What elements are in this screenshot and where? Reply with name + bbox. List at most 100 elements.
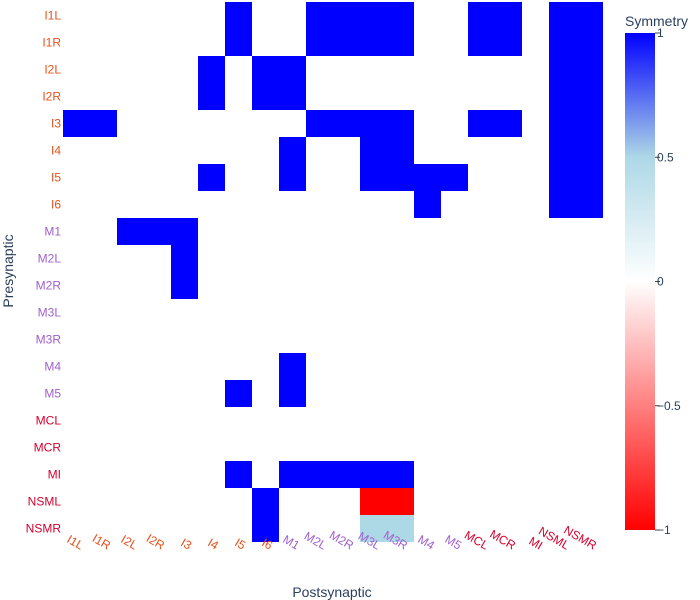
heatmap-cell (360, 515, 387, 542)
heatmap-cell (279, 83, 306, 110)
heatmap-cell (495, 110, 522, 137)
heatmap-cell (549, 29, 576, 56)
heatmap-cell (225, 2, 252, 29)
x-tick-label: MCR (487, 527, 518, 553)
y-tick-label: M3R (36, 333, 62, 347)
y-tick-label: I5 (51, 171, 61, 185)
heatmap-cell (63, 110, 90, 137)
y-axis-title: Presynaptic (0, 234, 16, 307)
colorbar-tick-label: 1 (657, 26, 664, 40)
colorbar-ticks: 1 0.5 0 −0.5 −1 (655, 26, 681, 537)
heatmap-cell (306, 29, 333, 56)
colorbar: Symmetry 1 0.5 0 −0.5 −1 (625, 13, 688, 537)
heatmap-cell (468, 29, 495, 56)
x-tick-label: I2L (119, 532, 141, 553)
heatmap-cell (360, 29, 387, 56)
x-tick-label: M2L (302, 529, 329, 553)
x-tick-label: I1L (65, 532, 87, 553)
heatmap-cell (360, 110, 387, 137)
y-tick-label: M2L (38, 252, 62, 266)
heatmap-cell (279, 137, 306, 164)
heatmap-cell (144, 218, 171, 245)
heatmap-cell (387, 137, 414, 164)
heatmap-cell (549, 83, 576, 110)
colorbar-tick-label: −0.5 (657, 399, 681, 413)
heatmap-cell (171, 245, 198, 272)
heatmap-cell (306, 461, 333, 488)
heatmap-cell (279, 56, 306, 83)
heatmap-cell (360, 488, 387, 515)
heatmap-cell (252, 488, 279, 515)
heatmap-cell (414, 164, 441, 191)
x-tick-label: I4 (205, 535, 221, 552)
heatmap-cell (333, 29, 360, 56)
heatmap-cell (360, 137, 387, 164)
heatmap-cell (576, 2, 603, 29)
heatmap-cell (387, 488, 414, 515)
heatmap-cell (117, 218, 144, 245)
colorbar-title: Symmetry (625, 13, 688, 29)
heatmap-cell (225, 380, 252, 407)
heatmap-cell (549, 164, 576, 191)
heatmap-cell (468, 110, 495, 137)
heatmap-cell (387, 515, 414, 542)
heatmap-cell (387, 461, 414, 488)
heatmap-cells (63, 2, 603, 542)
heatmap-cell (360, 164, 387, 191)
x-tick-label: I5 (232, 535, 248, 552)
x-tick-label: I1R (90, 531, 113, 553)
heatmap-cell (576, 191, 603, 218)
heatmap-cell (387, 2, 414, 29)
y-tick-label: I6 (51, 198, 61, 212)
heatmap-cell (387, 29, 414, 56)
heatmap-cell (252, 515, 279, 542)
x-tick-label: I3 (178, 535, 194, 552)
y-tick-label: M1 (44, 225, 61, 239)
colorbar-gradient (625, 33, 655, 530)
heatmap-cell (387, 164, 414, 191)
heatmap-cell (252, 83, 279, 110)
heatmap-cell (549, 2, 576, 29)
heatmap-cell (360, 461, 387, 488)
heatmap-cell (576, 83, 603, 110)
y-tick-label: MI (48, 468, 61, 482)
y-tick-label: M3L (38, 306, 62, 320)
heatmap-cell (495, 2, 522, 29)
x-tick-label: M2R (327, 528, 356, 553)
heatmap-cell (90, 110, 117, 137)
heatmap-cell (225, 461, 252, 488)
heatmap-cell (468, 2, 495, 29)
heatmap-cell (549, 191, 576, 218)
heatmap-cell (576, 29, 603, 56)
y-tick-label: I4 (51, 144, 61, 158)
heatmap-cell (333, 110, 360, 137)
heatmap-cell (387, 110, 414, 137)
colorbar-tick-label: 0 (657, 275, 664, 289)
colorbar-tick-label: 0.5 (657, 150, 674, 164)
heatmap-cell (279, 164, 306, 191)
y-tick-label: NSMR (26, 522, 62, 536)
y-tick-label: I1R (42, 36, 61, 50)
y-tick-label: I1L (44, 9, 61, 23)
heatmap-cell (171, 218, 198, 245)
heatmap-cell (441, 164, 468, 191)
colorbar-tick-label: −1 (657, 523, 671, 537)
heatmap-cell (198, 56, 225, 83)
heatmap-cell (171, 272, 198, 299)
heatmap-cell (549, 137, 576, 164)
heatmap-cell (414, 191, 441, 218)
y-tick-label: I2L (44, 63, 61, 77)
x-tick-label: M1 (281, 532, 303, 553)
x-tick-label: MCL (462, 528, 491, 553)
y-tick-label: I3 (51, 117, 61, 131)
heatmap-cell (360, 2, 387, 29)
y-tick-labels: I1L I1R I2L I2R I3 I4 I5 I6 M1 M2L M2R M3L M3R M4 M5 MC… (26, 9, 62, 536)
y-tick-label: M2R (36, 279, 62, 293)
heatmap-cell (549, 56, 576, 83)
x-axis-title: Postsynaptic (292, 584, 371, 600)
heatmap-cell (225, 29, 252, 56)
heatmap-cell (576, 137, 603, 164)
x-tick-label: I2R (144, 531, 167, 553)
